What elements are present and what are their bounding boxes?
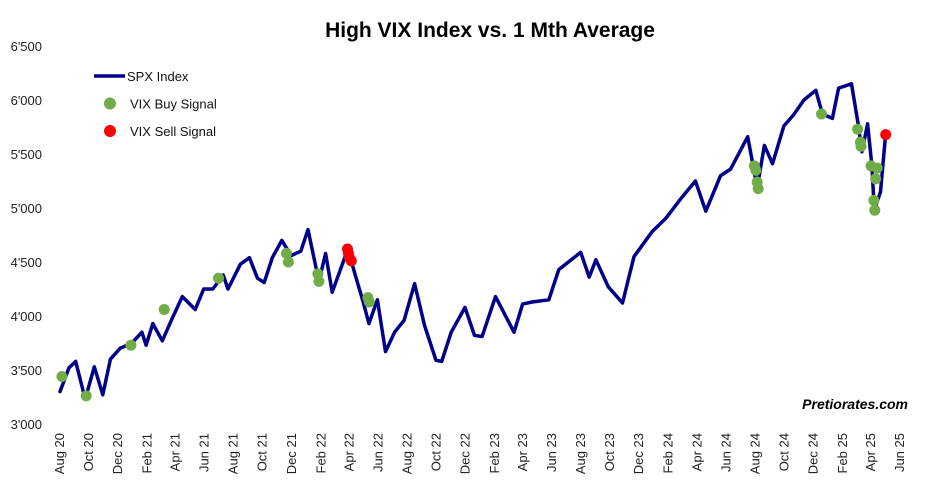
x-tick-label: Aug 21 (226, 433, 241, 474)
x-tick-label: Feb 21 (140, 433, 155, 473)
point-vix-buy-signal (313, 275, 325, 287)
x-tick-label: Oct 24 (776, 433, 791, 471)
y-tick-label: 3'000 (11, 417, 42, 432)
point-vix-buy-signal (870, 173, 882, 185)
y-tick-label: 6'000 (11, 93, 42, 108)
x-tick-label: Dec 20 (110, 433, 125, 474)
point-vix-buy-signal (871, 162, 883, 174)
legend-label: VIX Buy Signal (130, 97, 217, 112)
legend-swatch-dot (104, 97, 116, 110)
x-tick-label: Aug 20 (52, 433, 67, 474)
point-vix-buy-signal (868, 194, 880, 206)
x-tick-label: Feb 22 (313, 433, 328, 473)
x-tick-label: Dec 23 (631, 433, 646, 474)
y-axis: 3'000 3'500 4'000 4'500 5'000 5'500 6'000 6'500 (11, 39, 42, 432)
point-vix-buy-signal (56, 371, 68, 382)
x-tick-label: Dec 22 (457, 433, 472, 474)
x-tick-label: Jun 21 (197, 433, 212, 472)
point-vix-buy-signal (80, 390, 92, 402)
point-vix-buy-signal (125, 339, 137, 351)
x-tick-label: Dec 21 (284, 433, 299, 474)
watermark-label: Pretiorates.com (802, 396, 908, 412)
point-vix-buy-signal (363, 296, 375, 308)
point-vix-buy-signal (158, 304, 170, 315)
y-tick-label: 4'000 (11, 309, 42, 324)
x-tick-label: Feb 24 (661, 433, 676, 473)
y-tick-label: 4'500 (11, 255, 42, 270)
point-vix-buy-signal (855, 140, 867, 152)
y-tick-label: 5'500 (11, 147, 42, 162)
point-vix-buy-signal (750, 164, 762, 176)
x-tick-label: Oct 21 (255, 433, 270, 471)
x-tick-label: Feb 23 (487, 433, 502, 473)
x-tick-label: Aug 24 (747, 433, 762, 474)
chart-title: High VIX Index vs. 1 Mth Average (325, 19, 655, 42)
point-vix-buy-signal (213, 272, 224, 284)
legend-swatch-dot (104, 125, 116, 137)
point-vix-buy-signal (869, 204, 881, 216)
x-tick-label: Apr 23 (515, 433, 530, 471)
x-tick-label: Oct 22 (428, 433, 443, 471)
x-axis: Aug 20 Oct 20 Dec 20 Feb 21 Apr 21 Jun 21 Aug … (52, 433, 907, 474)
x-tick-label: Aug 22 (399, 433, 414, 474)
plot-area (56, 82, 892, 402)
legend-label: SPX Index (127, 69, 189, 84)
x-tick-label: Jun 24 (718, 433, 733, 472)
x-tick-label: Jun 23 (544, 433, 559, 472)
x-tick-label: Feb 25 (835, 433, 850, 473)
x-tick-label: Jun 22 (370, 433, 385, 472)
series-line-spx-index (58, 82, 888, 401)
y-tick-label: 5'000 (11, 201, 42, 216)
point-vix-buy-signal (816, 108, 827, 120)
x-tick-label: Apr 22 (341, 433, 356, 471)
x-tick-label: Apr 21 (168, 433, 183, 471)
x-tick-label: Apr 25 (863, 433, 878, 471)
point-vix-sell-signal (345, 255, 357, 267)
point-vix-buy-signal (281, 247, 292, 259)
point-vix-sell-signal (880, 129, 892, 141)
point-vix-buy-signal (282, 256, 294, 268)
x-tick-label: Jun 25 (892, 433, 907, 472)
y-tick-label: 3'500 (11, 363, 42, 378)
y-tick-label: 6'500 (11, 39, 42, 54)
x-tick-label: Dec 24 (805, 433, 820, 474)
x-tick-label: Apr 24 (689, 433, 704, 471)
point-vix-buy-signal (852, 123, 864, 135)
x-tick-label: Aug 23 (573, 433, 588, 474)
x-tick-label: Oct 23 (602, 433, 617, 471)
point-vix-buy-signal (752, 183, 764, 195)
legend: SPX Index VIX Buy Signal VIX Sell Signal (94, 69, 217, 139)
x-tick-label: Oct 20 (81, 433, 96, 471)
legend-label: VIX Sell Signal (130, 124, 216, 139)
